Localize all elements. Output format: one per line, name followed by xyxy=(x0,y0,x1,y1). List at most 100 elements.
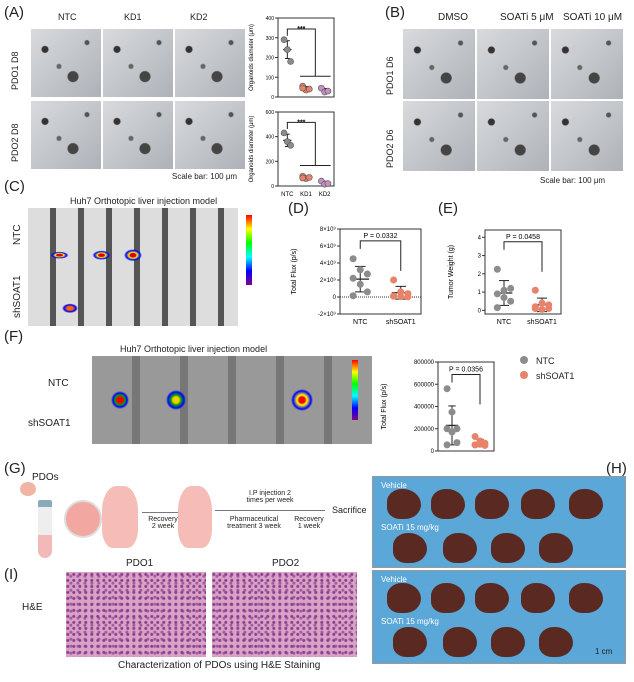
data-point xyxy=(280,129,288,137)
col-label: KD1 xyxy=(124,12,142,22)
x-tick-label: KD2 xyxy=(319,192,331,198)
micrograph xyxy=(550,28,624,100)
panel-label-g: (G) xyxy=(4,460,26,477)
legend-dot xyxy=(520,371,528,379)
significance-stars: *** xyxy=(297,26,305,33)
micrograph xyxy=(102,100,174,170)
row-label: NTC xyxy=(48,378,69,389)
data-point xyxy=(324,180,332,187)
x-tick-label: NTC xyxy=(497,319,511,326)
row-label: PDO1 D6 xyxy=(385,56,395,95)
data-point xyxy=(531,303,539,311)
data-point xyxy=(448,408,456,416)
liver-photo-pdo1: Vehicle SOATi 15 mg/kg xyxy=(372,476,626,568)
significance-stars: *** xyxy=(297,119,305,126)
micrograph xyxy=(476,28,550,100)
y-tick-label: 400000 xyxy=(414,405,435,411)
y-tick-label: 600000 xyxy=(414,382,435,388)
col-label: NTC xyxy=(58,12,77,22)
chart-a2: 0 200 400 600 Organoids diameter (μm) NTC KD1 K… xyxy=(249,110,335,198)
significance-bracket xyxy=(451,373,481,405)
plot-frame xyxy=(277,17,335,98)
data-point xyxy=(453,439,461,447)
data-point xyxy=(443,441,451,449)
group-label: SOATi 15 mg/kg xyxy=(381,523,439,532)
panel-label-h: (H) xyxy=(606,460,627,477)
x-tick-label: shSOAT1 xyxy=(386,319,416,326)
legend: NTC shSOAT1 xyxy=(520,356,574,381)
y-tick-label: 800000 xyxy=(414,360,435,366)
y-tick-label: 4 xyxy=(478,235,482,241)
data-point xyxy=(363,288,371,296)
x-tick-label: NTC xyxy=(353,319,367,326)
legend-label: shSOAT1 xyxy=(536,371,575,381)
data-point xyxy=(349,274,357,282)
y-tick-label: 0 xyxy=(271,95,274,101)
panel-label-d: (D) xyxy=(288,200,309,217)
micrograph xyxy=(30,100,102,170)
chart-f: 0 200000 400000 600000 800000 Total Flux (p/s… xyxy=(381,360,495,455)
group-label: Vehicle xyxy=(381,575,407,584)
data-point xyxy=(305,174,313,181)
data-point xyxy=(356,280,364,288)
organoid-icon xyxy=(20,482,36,496)
row-label: PDO1 D8 xyxy=(10,51,20,90)
p-value: P = 0.0332 xyxy=(364,233,398,240)
row-label: PDO2 D6 xyxy=(385,129,395,168)
arrow xyxy=(215,510,325,511)
data-point xyxy=(443,425,451,433)
y-tick-label: 4×10⁹ xyxy=(320,260,337,267)
significance-bracket xyxy=(359,240,402,271)
data-point xyxy=(453,425,461,433)
plot-frame xyxy=(437,361,495,452)
data-point xyxy=(471,441,479,449)
y-tick-label: -2×10⁹ xyxy=(318,311,337,318)
data-point xyxy=(356,266,364,274)
step-label: Recovery 1 week xyxy=(294,516,324,530)
y-tick-label: 200 xyxy=(266,56,275,62)
data-point xyxy=(390,292,398,300)
data-point xyxy=(305,85,313,93)
p-value: P = 0.0458 xyxy=(506,234,540,241)
data-point xyxy=(287,58,294,65)
panel-title: Huh7 Orthotopic liver injection model xyxy=(120,344,268,354)
mouse-surgery-icon xyxy=(102,486,138,548)
chart-d: -2×10⁹ 0 2×10⁹ 4×10⁹ 6×10⁹ 8×10⁹ Total Flux (p… xyxy=(291,226,422,326)
plot-frame xyxy=(339,228,422,315)
step-label: Sacrifice xyxy=(332,505,367,515)
bioluminescence-mice-image xyxy=(28,208,238,326)
y-tick-label: 400 xyxy=(266,135,275,141)
data-point xyxy=(397,293,405,301)
p-value: P = 0.0356 xyxy=(449,366,483,373)
plot-frame xyxy=(277,111,335,187)
micrograph xyxy=(174,100,246,170)
col-label: PDO1 xyxy=(126,558,154,569)
y-tick-label: 0 xyxy=(431,449,435,455)
data-point xyxy=(448,428,456,436)
y-tick-label: 100 xyxy=(266,75,275,81)
data-point xyxy=(545,305,553,313)
tube-icon xyxy=(38,500,52,558)
bioluminescence-liver-image xyxy=(92,356,372,444)
data-point xyxy=(280,36,288,44)
y-axis-label: Total Flux (p/s) xyxy=(381,384,388,430)
caption: Characterization of PDOs using H&E Stain… xyxy=(118,660,321,671)
micrograph xyxy=(174,28,246,98)
mouse-icon xyxy=(178,486,212,548)
he-stain-pdo2 xyxy=(212,572,357,657)
data-point xyxy=(363,270,371,278)
he-stain-pdo1 xyxy=(66,572,206,657)
data-point xyxy=(443,385,451,393)
x-tick-label: NTC xyxy=(281,192,294,198)
y-tick-label: 1 xyxy=(478,290,482,296)
y-axis-label: Organoids diameter (μm) xyxy=(249,116,255,183)
data-point xyxy=(404,293,412,301)
chart-a1: 0 100 200 300 400 Organoids diameter (μm) *** xyxy=(249,16,335,101)
step-label: Pharmaceutical treatment 3 week xyxy=(227,516,281,530)
data-point xyxy=(287,141,294,149)
micrograph xyxy=(550,100,624,172)
data-point xyxy=(471,433,479,441)
step-label: I.P injection 2 times per week xyxy=(246,490,294,504)
significance-bracket xyxy=(286,28,331,77)
plot-frame xyxy=(484,229,562,315)
